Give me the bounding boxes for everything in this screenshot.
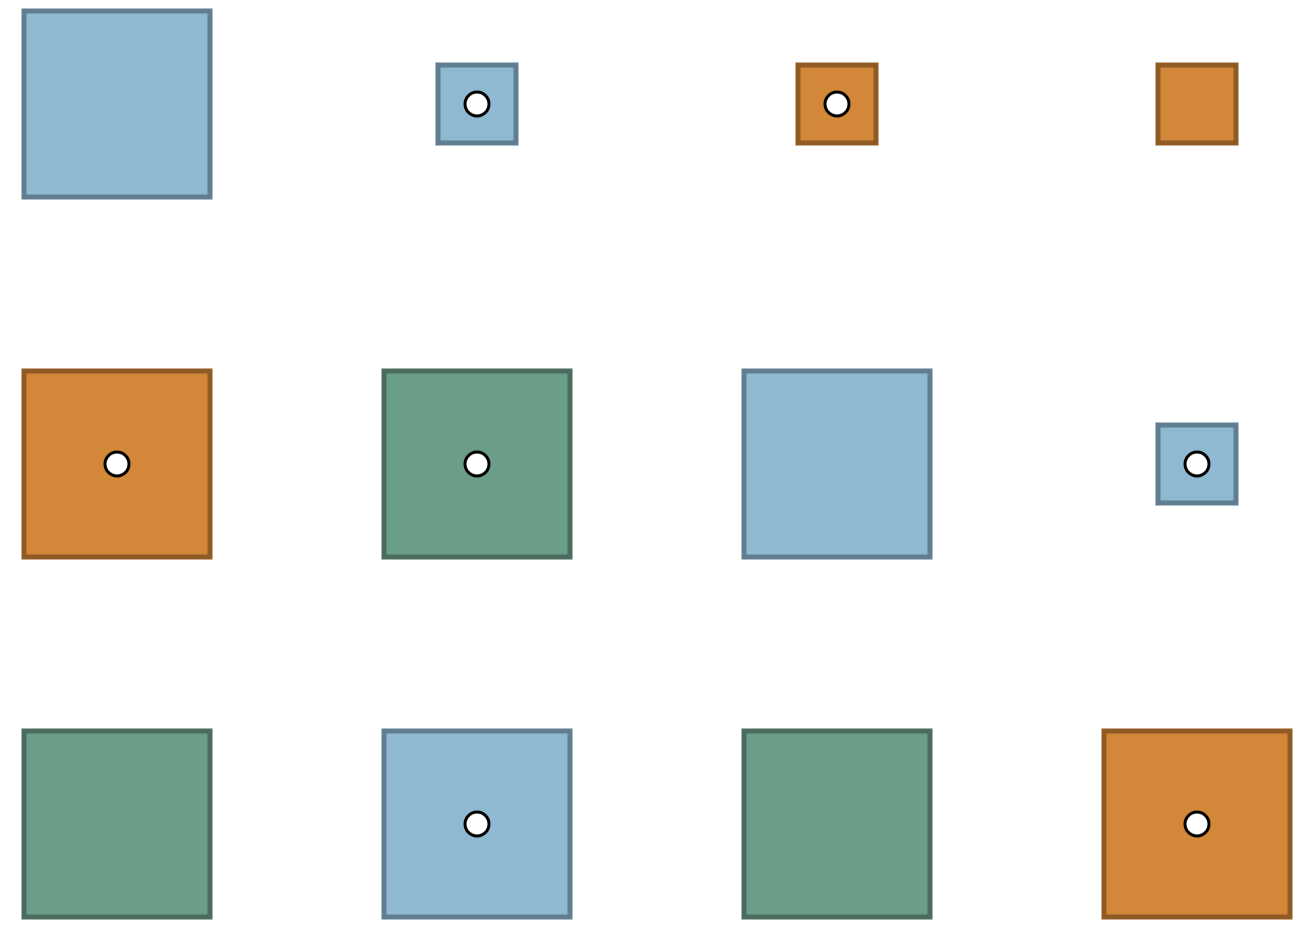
square-shape	[435, 62, 519, 146]
square-shape	[21, 728, 213, 920]
center-dot-marker	[823, 90, 851, 118]
square-blue-large-r0c0	[21, 8, 213, 200]
square-blue-large-r1c2	[741, 368, 933, 560]
square-shape	[741, 368, 933, 560]
center-dot-marker	[1183, 810, 1211, 838]
center-dot-marker	[463, 450, 491, 478]
square-blue-small-r0c1	[435, 62, 519, 146]
square-blue-small-r1c3	[1155, 422, 1239, 506]
square-orange-large-r2c3	[1101, 728, 1293, 920]
square-orange-small-r0c3	[1155, 62, 1239, 146]
center-dot-marker	[463, 90, 491, 118]
square-green-large-r2c0	[21, 728, 213, 920]
square-orange-small-r0c2	[795, 62, 879, 146]
square-shape	[21, 8, 213, 200]
center-dot-marker	[1183, 450, 1211, 478]
center-dot-marker	[103, 450, 131, 478]
square-green-large-r1c1	[381, 368, 573, 560]
square-shape	[1155, 62, 1239, 146]
center-dot-marker	[463, 810, 491, 838]
square-shape	[741, 728, 933, 920]
square-blue-large-r2c1	[381, 728, 573, 920]
square-green-large-r2c2	[741, 728, 933, 920]
square-orange-large-r1c0	[21, 368, 213, 560]
